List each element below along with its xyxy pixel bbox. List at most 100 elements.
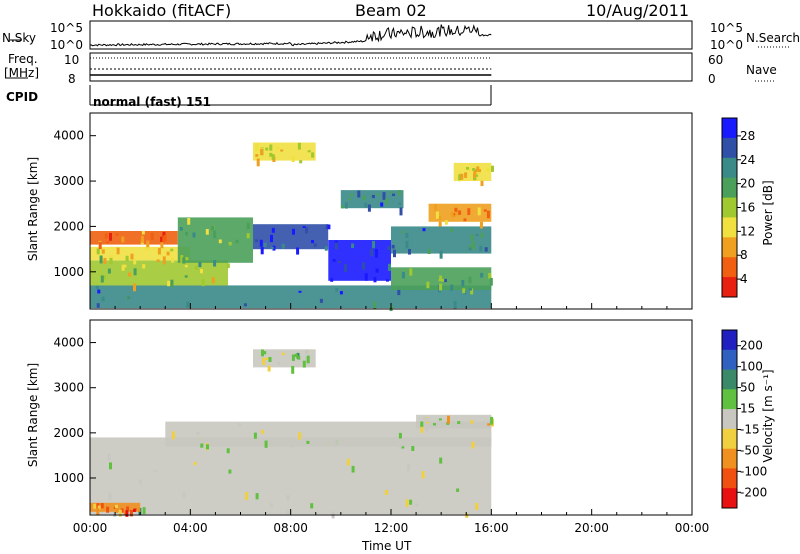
colorbars bbox=[721, 117, 741, 509]
data-cell bbox=[290, 444, 294, 448]
data-cell bbox=[103, 258, 107, 264]
data-cell bbox=[433, 423, 436, 426]
velocity-colorbar-swatch bbox=[722, 389, 737, 410]
data-cell bbox=[450, 211, 454, 217]
data-cell bbox=[101, 296, 105, 302]
data-cell bbox=[450, 228, 454, 232]
data-cell bbox=[385, 198, 389, 205]
power-colorbar-swatch bbox=[722, 157, 737, 179]
power-ytick-label: 4000 bbox=[53, 129, 84, 143]
data-cell bbox=[129, 509, 133, 517]
data-cell bbox=[100, 503, 104, 509]
data-cell bbox=[393, 249, 396, 258]
data-cell bbox=[121, 264, 125, 271]
data-cell bbox=[454, 209, 458, 216]
freq-panel bbox=[89, 52, 693, 82]
data-cell bbox=[420, 426, 424, 433]
data-cell bbox=[263, 351, 267, 355]
data-cell bbox=[426, 281, 430, 289]
data-band bbox=[90, 260, 228, 286]
data-cell bbox=[298, 290, 302, 293]
velocity-colorbar-swatch bbox=[722, 409, 737, 430]
data-cell bbox=[95, 285, 99, 290]
data-cell bbox=[387, 246, 391, 250]
data-cell bbox=[260, 148, 264, 156]
data-cell bbox=[270, 234, 273, 243]
data-cell bbox=[470, 233, 474, 242]
data-cell bbox=[100, 275, 104, 283]
xtick-label: 08:00 bbox=[273, 521, 308, 535]
power-colorbar-swatch bbox=[722, 177, 737, 199]
data-cell bbox=[371, 195, 375, 199]
xtick-label: 00:00 bbox=[73, 521, 108, 535]
power-colorbar-tick-label: 24 bbox=[740, 153, 755, 167]
data-cell bbox=[193, 462, 197, 466]
power-colorbar-tick-label: 16 bbox=[740, 201, 755, 215]
data-cell bbox=[270, 246, 274, 250]
data-cell bbox=[206, 444, 209, 450]
data-cell bbox=[370, 248, 374, 257]
data-cell bbox=[401, 271, 405, 279]
data-cell bbox=[256, 158, 260, 167]
data-cell bbox=[133, 259, 137, 265]
data-cell bbox=[160, 236, 164, 243]
data-cell bbox=[391, 244, 395, 249]
data-cell bbox=[467, 167, 471, 172]
data-cell bbox=[473, 169, 477, 175]
data-cell bbox=[109, 462, 112, 470]
data-cell bbox=[441, 278, 445, 282]
data-cell bbox=[255, 239, 259, 243]
data-cell bbox=[434, 204, 438, 212]
data-cell bbox=[405, 233, 409, 239]
data-cell bbox=[439, 250, 443, 259]
data-band bbox=[391, 226, 492, 254]
data-cell bbox=[439, 283, 443, 291]
data-cell bbox=[213, 230, 217, 239]
data-cell bbox=[468, 244, 472, 251]
velocity-ytick-label: 4000 bbox=[53, 336, 84, 350]
data-cell bbox=[464, 172, 468, 178]
data-cell bbox=[138, 479, 142, 485]
data-cell bbox=[271, 154, 275, 160]
data-cell bbox=[444, 220, 448, 225]
data-cell bbox=[344, 202, 348, 209]
data-cell bbox=[170, 279, 174, 288]
beam-label: Beam 02 bbox=[355, 1, 427, 20]
data-cell bbox=[246, 233, 250, 239]
data-cell bbox=[325, 224, 329, 229]
data-cell bbox=[346, 458, 350, 466]
data-cell bbox=[435, 211, 439, 219]
data-cell bbox=[104, 233, 108, 239]
nsky-tick-top: 10^5 bbox=[50, 21, 83, 35]
data-cell bbox=[132, 509, 136, 512]
velocity-colorbar-swatch bbox=[722, 488, 737, 509]
data-cell bbox=[372, 240, 375, 249]
data-cell bbox=[401, 445, 405, 449]
data-cell bbox=[255, 143, 259, 151]
data-cell bbox=[438, 215, 442, 220]
date-label: 10/Aug/2011 bbox=[586, 1, 690, 20]
data-cell bbox=[489, 277, 493, 286]
data-cell bbox=[280, 149, 284, 152]
data-cell bbox=[409, 499, 413, 505]
data-cell bbox=[305, 356, 308, 363]
data-cell bbox=[153, 470, 157, 473]
data-cell bbox=[397, 287, 401, 296]
velocity-ytick-label: 2000 bbox=[53, 426, 84, 440]
data-cell bbox=[461, 280, 465, 287]
data-cell bbox=[451, 421, 455, 423]
data-cell bbox=[93, 503, 97, 509]
data-cell bbox=[351, 465, 355, 473]
top-panels bbox=[6, 20, 790, 106]
data-cell bbox=[262, 357, 266, 366]
data-cell bbox=[192, 232, 196, 238]
data-cell bbox=[291, 366, 295, 374]
velocity-colorbar-tick-label: -100 bbox=[740, 464, 767, 478]
nave-label: Nave bbox=[746, 63, 777, 77]
power-heatmap bbox=[90, 142, 494, 311]
data-cell bbox=[125, 510, 129, 517]
data-cell bbox=[447, 415, 450, 424]
velocity-colorbar-swatch bbox=[722, 448, 737, 469]
data-cell bbox=[296, 247, 300, 255]
data-cell bbox=[479, 245, 483, 252]
